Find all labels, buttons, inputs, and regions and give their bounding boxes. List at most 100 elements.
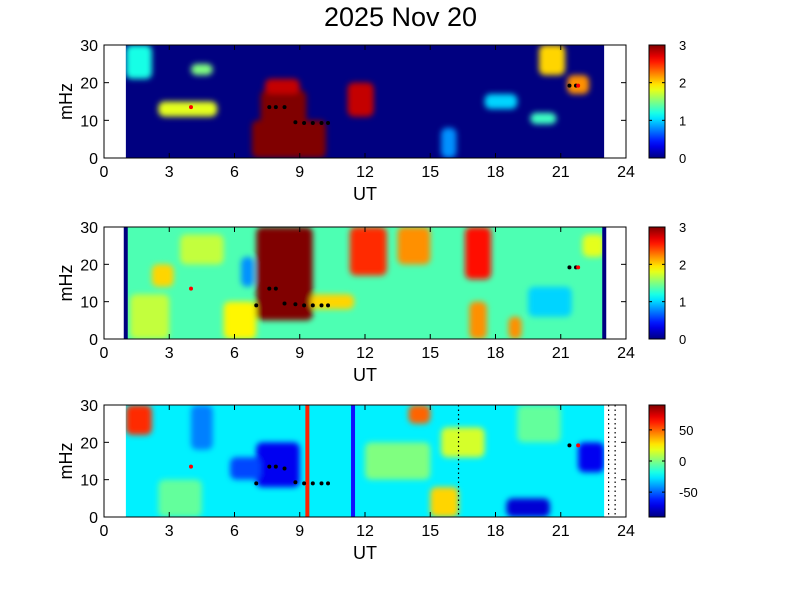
marker-black: [273, 464, 278, 469]
colorbar-tick-label: 2: [679, 76, 686, 91]
heatmap-feature-8: [125, 45, 152, 79]
x-tick-label: 9: [295, 523, 304, 540]
marker-red: [189, 105, 193, 110]
panel-3: 0 3 6 9 12 15 18 21 24 0 10 20 30 UT mHz -50 0 50: [56, 398, 698, 563]
colorbar-tick-label: 3: [679, 220, 686, 235]
marker-black: [273, 105, 278, 110]
y-tick-label: 0: [89, 332, 98, 349]
heatmap-feature-3: [397, 227, 431, 265]
heatmap-feature-5: [230, 457, 261, 480]
x-tick-label: 12: [356, 164, 374, 181]
x-tick-label: 24: [617, 164, 635, 181]
colorbar-tick-label: 3: [679, 38, 686, 53]
heatmap-feature-2: [408, 405, 431, 424]
x-tick-label: 12: [356, 345, 374, 362]
colorbar-tick-label: 1: [679, 295, 686, 310]
x-tick-label: 6: [230, 523, 239, 540]
marker-black: [282, 105, 287, 110]
heatmap-feature-11: [484, 93, 518, 110]
heatmap-feature-3: [251, 120, 326, 158]
marker-black: [319, 303, 324, 308]
heatmap-feature-2: [264, 78, 300, 94]
marker-black: [254, 303, 259, 308]
y-tick-label: 20: [80, 76, 98, 93]
x-tick-label: 15: [421, 345, 439, 362]
marker-black: [326, 303, 331, 308]
marker-black: [273, 286, 278, 291]
heatmap-feature-9: [241, 256, 255, 287]
x-tick-label: 15: [421, 164, 439, 181]
x-tick-label: 0: [100, 345, 109, 362]
heatmap-feature-12: [130, 294, 170, 339]
x-axis-label: UT: [353, 184, 377, 204]
y-tick-label: 20: [80, 257, 98, 274]
x-tick-label: 21: [552, 164, 570, 181]
heatmap-feature-10: [441, 427, 485, 458]
colorbar-tick-label: 0: [679, 454, 686, 469]
heatmap-feature-6: [508, 316, 522, 339]
y-axis-label: mHz: [56, 443, 76, 480]
heatmap-feature-11: [158, 479, 202, 517]
colorbar-tick-label: 0: [679, 151, 686, 166]
x-tick-label: 6: [230, 164, 239, 181]
y-tick-label: 30: [80, 220, 98, 237]
y-tick-label: 20: [80, 435, 98, 452]
marker-black: [567, 443, 572, 448]
heatmap-feature-13: [223, 301, 257, 339]
heatmap-feature-2: [349, 227, 387, 276]
x-axis-label: UT: [353, 543, 377, 563]
marker-black: [302, 303, 307, 308]
x-tick-label: 6: [230, 345, 239, 362]
heatmap-feature-11: [180, 234, 224, 265]
x-tick-label: 3: [165, 345, 174, 362]
x-tick-label: 9: [295, 164, 304, 181]
heatmap-feature-6: [539, 45, 566, 76]
heatmap-feature-12: [517, 405, 561, 443]
heatmap-feature-4: [465, 227, 492, 280]
x-tick-label: 18: [487, 523, 505, 540]
heatmap-feature-7: [151, 264, 174, 287]
marker-red: [189, 286, 193, 291]
y-tick-label: 0: [89, 510, 98, 527]
marker-black: [567, 83, 572, 88]
x-tick-label: 0: [100, 164, 109, 181]
marker-black: [293, 302, 298, 307]
colorbar-tick-label: -50: [679, 485, 698, 500]
marker-black: [326, 481, 331, 486]
x-tick-label: 18: [487, 164, 505, 181]
heatmap: [125, 227, 605, 339]
x-tick-label: 21: [552, 345, 570, 362]
y-axis-label: mHz: [56, 83, 76, 120]
colorbar: [648, 44, 666, 159]
heatmap-feature-9: [365, 442, 431, 480]
marker-black: [267, 105, 272, 110]
heatmap-feature-8: [191, 405, 213, 450]
marker-black: [319, 120, 324, 125]
marker-red: [576, 443, 581, 448]
y-tick-label: 10: [80, 295, 98, 312]
heatmap-feature-1: [256, 227, 313, 321]
x-tick-label: 0: [100, 523, 109, 540]
x-tick-label: 21: [552, 523, 570, 540]
heatmap-feature-3: [430, 487, 459, 517]
marker-black: [310, 303, 315, 308]
y-axis-label: mHz: [56, 265, 76, 302]
colorbar: [648, 226, 666, 340]
marker-red: [189, 464, 193, 469]
x-tick-label: 3: [165, 523, 174, 540]
colorbar-tick-label: 0: [679, 332, 686, 347]
marker-black: [310, 120, 315, 125]
heatmap-feature-7: [578, 442, 605, 473]
marker-red: [576, 83, 581, 88]
marker-black: [302, 481, 307, 486]
y-tick-label: 10: [80, 113, 98, 130]
colorbar-tick-label: 1: [679, 113, 686, 128]
colorbar-tick-label: 50: [679, 423, 693, 438]
y-tick-label: 0: [89, 151, 98, 168]
y-tick-label: 30: [80, 38, 98, 55]
marker-black: [567, 265, 572, 270]
heatmap-feature-12: [441, 127, 457, 158]
heatmap-feature-5: [469, 301, 487, 339]
